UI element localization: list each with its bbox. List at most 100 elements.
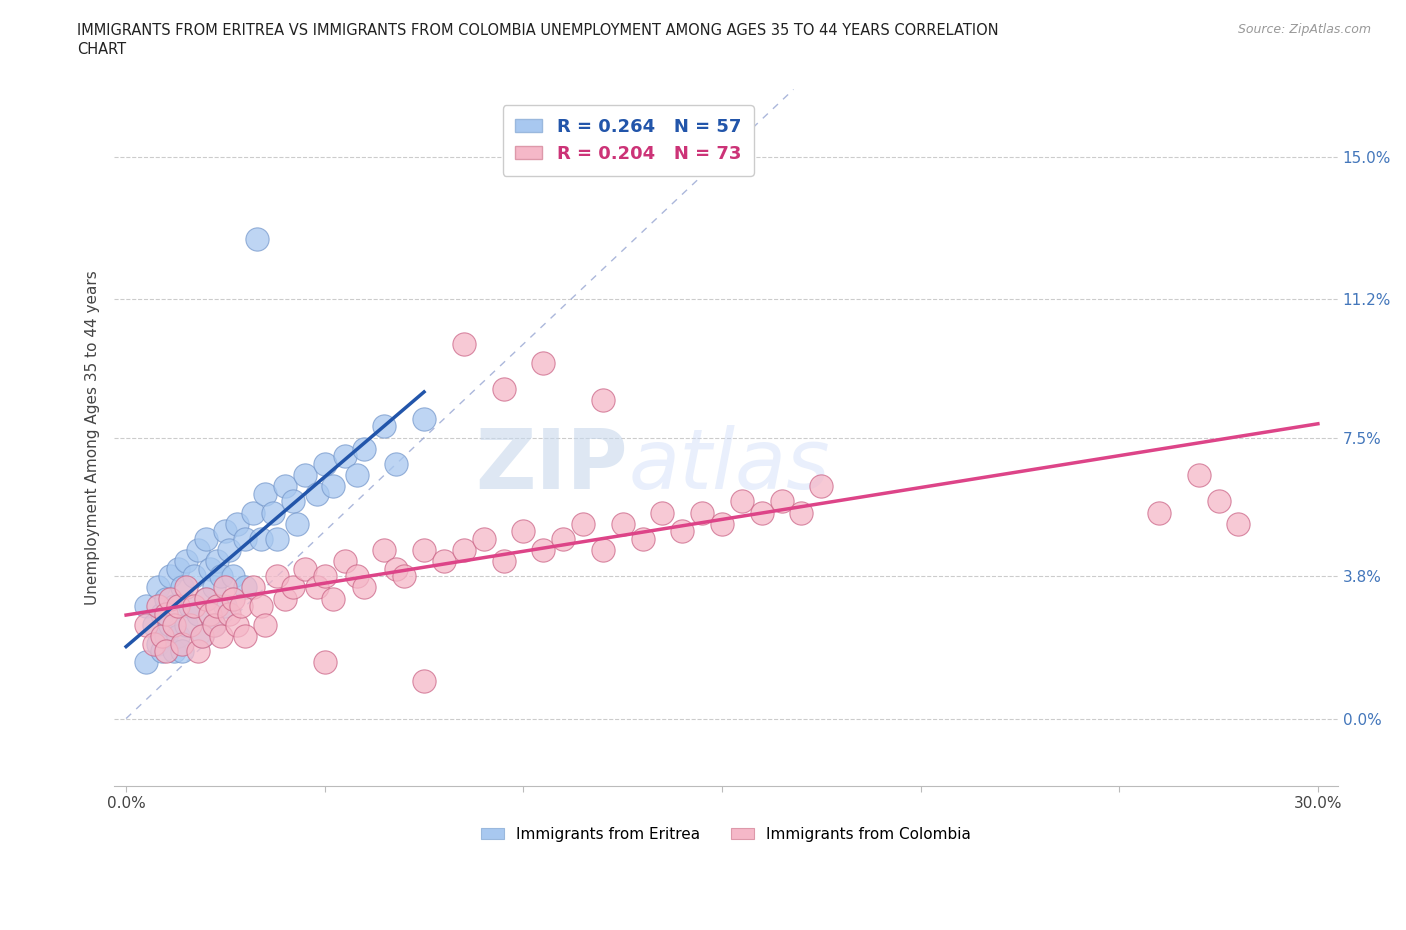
Point xyxy=(194,591,217,606)
Point xyxy=(166,562,188,577)
Point xyxy=(198,562,221,577)
Point xyxy=(163,599,186,614)
Point xyxy=(226,618,249,632)
Point xyxy=(155,629,177,644)
Point xyxy=(314,655,336,670)
Point xyxy=(207,553,229,568)
Point xyxy=(492,381,515,396)
Point xyxy=(187,542,209,557)
Point xyxy=(183,569,205,584)
Point xyxy=(146,580,169,595)
Point xyxy=(413,411,436,426)
Point xyxy=(346,569,368,584)
Point xyxy=(392,569,415,584)
Point xyxy=(333,449,356,464)
Point xyxy=(135,655,157,670)
Point xyxy=(373,542,395,557)
Point xyxy=(179,618,201,632)
Point xyxy=(1208,494,1230,509)
Point xyxy=(159,591,181,606)
Point xyxy=(266,531,288,546)
Point xyxy=(690,505,713,520)
Point xyxy=(274,591,297,606)
Point xyxy=(333,553,356,568)
Point xyxy=(314,457,336,472)
Point xyxy=(202,618,225,632)
Point xyxy=(166,599,188,614)
Point xyxy=(472,531,495,546)
Point xyxy=(163,644,186,658)
Point xyxy=(190,629,212,644)
Point xyxy=(262,505,284,520)
Point xyxy=(202,618,225,632)
Point xyxy=(135,618,157,632)
Point xyxy=(413,542,436,557)
Point xyxy=(285,516,308,531)
Point xyxy=(222,591,245,606)
Point xyxy=(187,644,209,658)
Point xyxy=(492,553,515,568)
Point xyxy=(671,524,693,538)
Point xyxy=(211,569,233,584)
Point xyxy=(150,629,173,644)
Point xyxy=(242,505,264,520)
Point xyxy=(170,580,193,595)
Point xyxy=(346,468,368,483)
Point xyxy=(233,531,256,546)
Point xyxy=(373,419,395,434)
Point xyxy=(163,618,186,632)
Point xyxy=(1147,505,1170,520)
Point xyxy=(770,494,793,509)
Point xyxy=(1227,516,1250,531)
Point xyxy=(187,606,209,621)
Point xyxy=(551,531,574,546)
Point xyxy=(274,479,297,494)
Point xyxy=(592,392,614,407)
Point xyxy=(242,580,264,595)
Point xyxy=(146,636,169,651)
Point xyxy=(281,580,304,595)
Point xyxy=(170,636,193,651)
Point xyxy=(218,542,240,557)
Point xyxy=(214,524,236,538)
Text: ZIP: ZIP xyxy=(475,425,628,506)
Point xyxy=(150,644,173,658)
Point xyxy=(612,516,634,531)
Point xyxy=(155,591,177,606)
Point xyxy=(651,505,673,520)
Point xyxy=(592,542,614,557)
Point xyxy=(174,580,197,595)
Point xyxy=(294,468,316,483)
Point xyxy=(211,629,233,644)
Point xyxy=(166,629,188,644)
Point xyxy=(413,673,436,688)
Point xyxy=(155,644,177,658)
Point xyxy=(159,618,181,632)
Point xyxy=(183,599,205,614)
Point xyxy=(453,337,475,352)
Point xyxy=(246,232,269,246)
Point xyxy=(751,505,773,520)
Point xyxy=(214,580,236,595)
Point xyxy=(233,629,256,644)
Point xyxy=(305,486,328,501)
Point xyxy=(433,553,456,568)
Point xyxy=(731,494,754,509)
Text: CHART: CHART xyxy=(77,42,127,57)
Point xyxy=(194,591,217,606)
Point xyxy=(385,562,408,577)
Point xyxy=(155,606,177,621)
Point xyxy=(222,569,245,584)
Point xyxy=(250,531,273,546)
Text: Source: ZipAtlas.com: Source: ZipAtlas.com xyxy=(1237,23,1371,36)
Point xyxy=(231,599,253,614)
Point xyxy=(233,580,256,595)
Point xyxy=(174,618,197,632)
Point xyxy=(194,531,217,546)
Point xyxy=(218,606,240,621)
Point xyxy=(214,599,236,614)
Point xyxy=(198,606,221,621)
Point xyxy=(150,606,173,621)
Point xyxy=(305,580,328,595)
Point xyxy=(385,457,408,472)
